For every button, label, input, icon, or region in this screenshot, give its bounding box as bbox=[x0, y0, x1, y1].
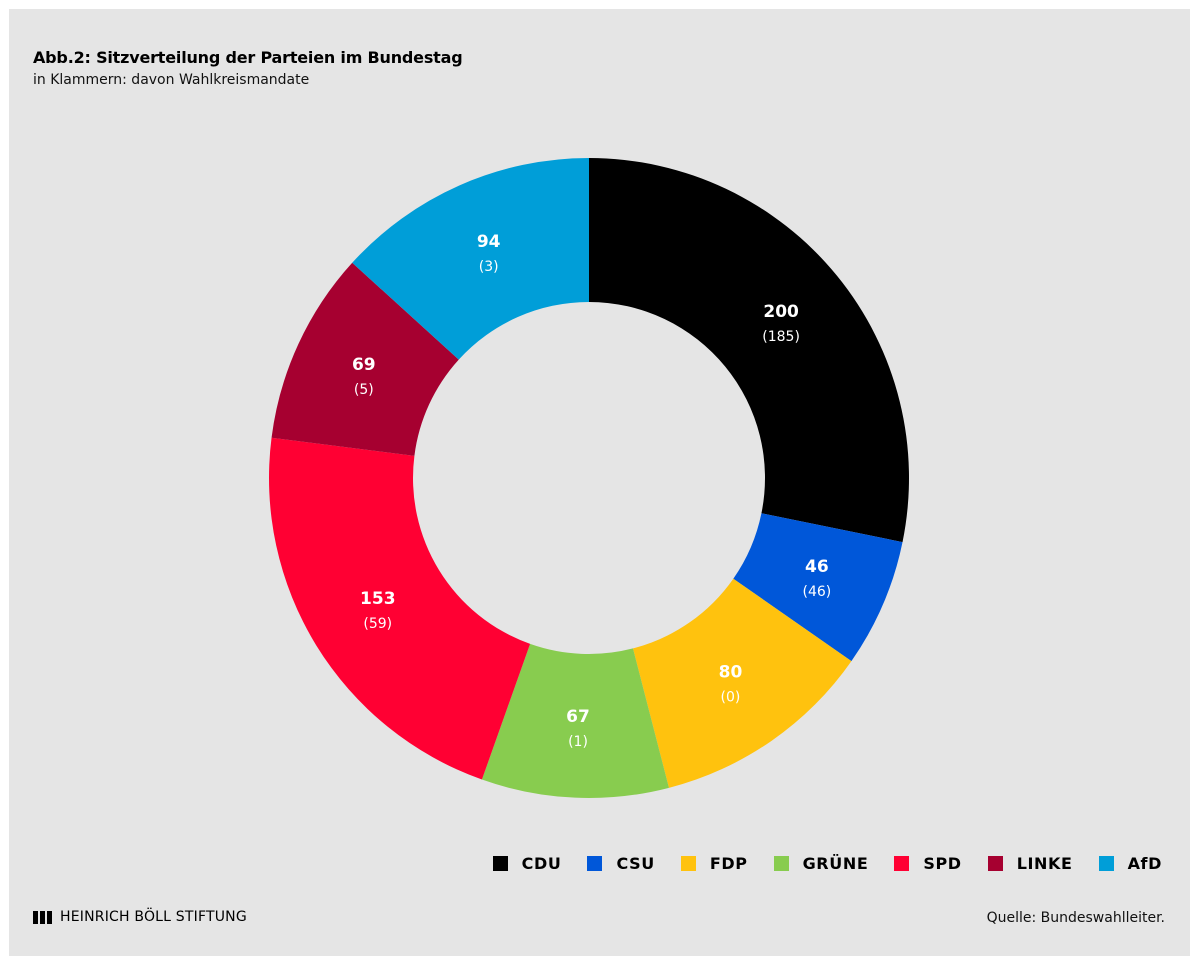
legend-item-gruene: GRÜNE bbox=[773, 854, 869, 873]
slice-sub-label-spd: (59) bbox=[363, 616, 392, 632]
legend-item-linke: LINKE bbox=[987, 854, 1073, 873]
slice-value-label-spd: 153 bbox=[360, 589, 396, 609]
source-note: Quelle: Bundeswahlleiter. bbox=[986, 910, 1165, 926]
legend-swatch-cdu bbox=[492, 856, 508, 871]
slice-value-label-csu: 46 bbox=[805, 557, 829, 577]
legend-swatch-gruene bbox=[773, 856, 789, 871]
chart-subtitle: in Klammern: davon Wahlkreismandate bbox=[33, 72, 310, 88]
legend: CDU CSU FDP GRÜNE SPD LINKE AfD bbox=[467, 854, 1162, 873]
slice-value-label-linke: 69 bbox=[352, 355, 376, 375]
legend-item-afd: AfD bbox=[1098, 854, 1162, 873]
donut-slice-linke bbox=[271, 262, 459, 456]
slice-value-label-gruene: 67 bbox=[566, 707, 590, 727]
slice-value-label-afd: 94 bbox=[477, 232, 501, 252]
donut-slice-afd bbox=[352, 158, 589, 360]
slice-sub-label-afd: (3) bbox=[479, 259, 499, 275]
legend-label-afd: AfD bbox=[1127, 854, 1162, 873]
legend-label-linke: LINKE bbox=[1016, 854, 1073, 873]
legend-swatch-afd bbox=[1098, 856, 1114, 871]
legend-label-spd: SPD bbox=[923, 854, 962, 873]
legend-item-csu: CSU bbox=[587, 854, 654, 873]
donut-slice-spd bbox=[269, 437, 531, 780]
donut-slice-cdu bbox=[589, 158, 909, 543]
legend-label-cdu: CDU bbox=[521, 854, 562, 873]
donut-slice-fdp bbox=[632, 578, 852, 788]
slice-sub-label-csu: (46) bbox=[803, 584, 832, 600]
logo-text: HEINRICH BÖLL STIFTUNG bbox=[60, 909, 247, 925]
legend-swatch-csu bbox=[587, 856, 603, 871]
legend-item-fdp: FDP bbox=[680, 854, 748, 873]
slice-sub-label-cdu: (185) bbox=[762, 329, 800, 345]
legend-swatch-linke bbox=[987, 856, 1003, 871]
donut-slice-csu bbox=[733, 513, 903, 662]
publisher-logo: HEINRICH BÖLL STIFTUNG bbox=[33, 909, 247, 925]
slice-sub-label-gruene: (1) bbox=[568, 734, 588, 750]
legend-swatch-fdp bbox=[680, 856, 696, 871]
legend-label-gruene: GRÜNE bbox=[802, 854, 869, 873]
legend-item-cdu: CDU bbox=[492, 854, 562, 873]
logo-bars-icon bbox=[33, 910, 54, 924]
slice-sub-label-linke: (5) bbox=[354, 382, 374, 398]
slice-value-label-fdp: 80 bbox=[719, 663, 743, 683]
donut-slice-gruene bbox=[481, 643, 669, 798]
chart-title: Abb.2: Sitzverteilung der Parteien im Bu… bbox=[33, 48, 463, 67]
slice-sub-label-fdp: (0) bbox=[721, 690, 741, 706]
legend-swatch-spd bbox=[894, 856, 910, 871]
legend-label-csu: CSU bbox=[616, 854, 655, 873]
legend-label-fdp: FDP bbox=[709, 854, 748, 873]
legend-item-spd: SPD bbox=[894, 854, 961, 873]
slice-value-label-cdu: 200 bbox=[763, 302, 799, 322]
